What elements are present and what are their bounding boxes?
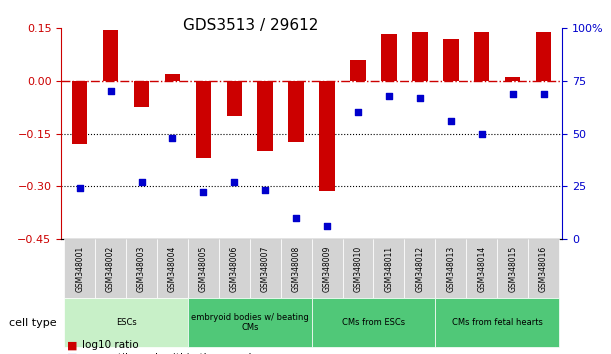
Point bbox=[229, 179, 239, 185]
Point bbox=[415, 95, 425, 101]
Point bbox=[322, 223, 332, 229]
Text: GSM348012: GSM348012 bbox=[415, 245, 425, 292]
Bar bbox=[320, 81, 335, 192]
FancyBboxPatch shape bbox=[466, 239, 497, 298]
FancyBboxPatch shape bbox=[497, 239, 528, 298]
Text: GSM348015: GSM348015 bbox=[508, 245, 517, 292]
Point bbox=[446, 118, 456, 124]
Text: GSM348009: GSM348009 bbox=[323, 245, 332, 292]
Text: CMs from fetal hearts: CMs from fetal hearts bbox=[452, 318, 543, 327]
Text: GSM348010: GSM348010 bbox=[354, 245, 362, 292]
Text: GSM348006: GSM348006 bbox=[230, 245, 239, 292]
Point bbox=[477, 131, 486, 136]
Text: cell type: cell type bbox=[9, 318, 57, 328]
Bar bbox=[381, 34, 397, 81]
FancyBboxPatch shape bbox=[95, 239, 126, 298]
Text: GDS3513 / 29612: GDS3513 / 29612 bbox=[183, 18, 319, 33]
Bar bbox=[165, 74, 180, 81]
FancyBboxPatch shape bbox=[404, 239, 435, 298]
Text: ■: ■ bbox=[67, 341, 78, 350]
Point bbox=[353, 110, 363, 115]
Bar bbox=[412, 32, 428, 81]
Bar bbox=[72, 81, 87, 144]
Text: GSM348004: GSM348004 bbox=[168, 245, 177, 292]
FancyBboxPatch shape bbox=[250, 239, 280, 298]
Text: GSM348001: GSM348001 bbox=[75, 245, 84, 292]
Text: GSM348005: GSM348005 bbox=[199, 245, 208, 292]
FancyBboxPatch shape bbox=[343, 239, 373, 298]
FancyBboxPatch shape bbox=[188, 239, 219, 298]
Text: GSM348014: GSM348014 bbox=[477, 245, 486, 292]
Text: GSM348016: GSM348016 bbox=[539, 245, 548, 292]
Text: embryoid bodies w/ beating
CMs: embryoid bodies w/ beating CMs bbox=[191, 313, 309, 332]
Point bbox=[167, 135, 177, 141]
Text: GSM348002: GSM348002 bbox=[106, 245, 115, 292]
FancyBboxPatch shape bbox=[64, 298, 188, 347]
Bar bbox=[350, 60, 366, 81]
Text: log10 ratio: log10 ratio bbox=[82, 341, 139, 350]
Text: GSM348013: GSM348013 bbox=[446, 245, 455, 292]
FancyBboxPatch shape bbox=[528, 239, 559, 298]
Bar bbox=[443, 39, 458, 81]
Bar bbox=[505, 78, 521, 81]
FancyBboxPatch shape bbox=[280, 239, 312, 298]
Point bbox=[75, 185, 84, 191]
Bar bbox=[536, 32, 551, 81]
Point bbox=[199, 190, 208, 195]
Text: percentile rank within the sample: percentile rank within the sample bbox=[82, 353, 258, 354]
Bar bbox=[288, 81, 304, 142]
FancyBboxPatch shape bbox=[373, 239, 404, 298]
Point bbox=[508, 91, 518, 96]
Bar bbox=[134, 81, 149, 107]
Point bbox=[137, 179, 147, 185]
Text: ESCs: ESCs bbox=[115, 318, 136, 327]
Point bbox=[539, 91, 549, 96]
FancyBboxPatch shape bbox=[312, 239, 343, 298]
FancyBboxPatch shape bbox=[312, 298, 435, 347]
Bar bbox=[474, 32, 489, 81]
Text: GSM348007: GSM348007 bbox=[261, 245, 269, 292]
FancyBboxPatch shape bbox=[435, 298, 559, 347]
Text: CMs from ESCs: CMs from ESCs bbox=[342, 318, 405, 327]
Bar bbox=[257, 81, 273, 151]
Point bbox=[291, 215, 301, 221]
Point bbox=[384, 93, 394, 98]
Text: ■: ■ bbox=[67, 353, 78, 354]
FancyBboxPatch shape bbox=[435, 239, 466, 298]
Point bbox=[260, 188, 270, 193]
Bar bbox=[196, 81, 211, 158]
FancyBboxPatch shape bbox=[157, 239, 188, 298]
Point bbox=[106, 88, 115, 94]
FancyBboxPatch shape bbox=[126, 239, 157, 298]
Bar bbox=[103, 30, 119, 81]
Text: GSM348003: GSM348003 bbox=[137, 245, 146, 292]
FancyBboxPatch shape bbox=[188, 298, 312, 347]
Bar bbox=[227, 81, 242, 116]
Text: GSM348011: GSM348011 bbox=[384, 245, 393, 292]
Text: GSM348008: GSM348008 bbox=[291, 245, 301, 292]
FancyBboxPatch shape bbox=[219, 239, 250, 298]
FancyBboxPatch shape bbox=[64, 239, 95, 298]
